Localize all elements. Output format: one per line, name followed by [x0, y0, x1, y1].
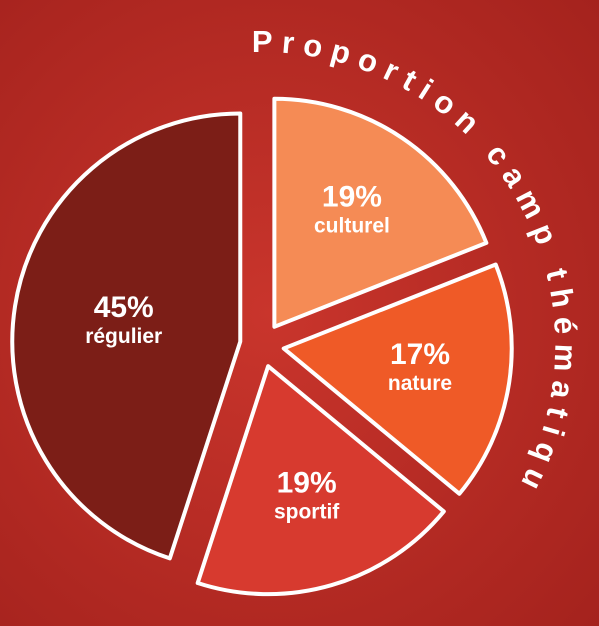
slice-label: sportif — [274, 501, 340, 524]
pie-slice — [281, 262, 514, 496]
pie: 19%culturel17%nature19%sportif45%régulie… — [10, 96, 514, 597]
slice-percent: 17% — [390, 338, 450, 371]
slice-label: régulier — [85, 325, 162, 348]
slice-label: nature — [388, 372, 452, 395]
pie-slice — [272, 96, 489, 329]
pie-slice — [10, 111, 243, 561]
slice-percent: 45% — [94, 291, 154, 324]
slice-percent: 19% — [277, 467, 337, 500]
pie-slice — [195, 364, 446, 597]
slice-label: culturel — [314, 215, 390, 238]
slice-percent: 19% — [322, 181, 382, 214]
